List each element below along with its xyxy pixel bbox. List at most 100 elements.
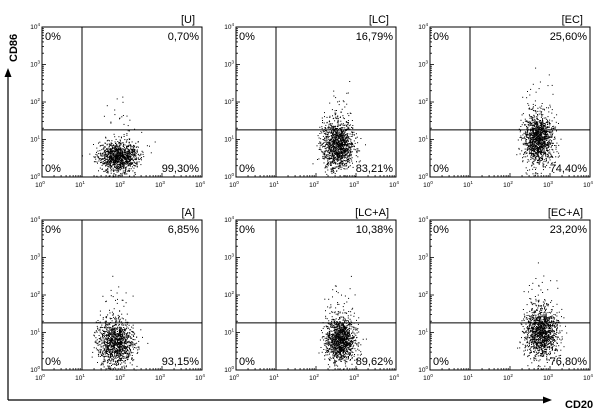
event-dot: [530, 108, 532, 110]
event-dot: [347, 161, 349, 163]
event-dot: [545, 158, 547, 160]
event-dot: [556, 151, 558, 153]
event-dot: [323, 139, 324, 141]
event-dot: [132, 170, 134, 172]
event-dot: [332, 134, 333, 136]
event-dot: [119, 153, 121, 155]
event-dot: [540, 138, 542, 140]
event-dot: [115, 328, 117, 330]
event-dot: [111, 154, 112, 156]
event-dot: [534, 156, 536, 158]
event-dot: [113, 146, 115, 148]
event-dot: [99, 167, 101, 169]
event-dot: [327, 137, 329, 139]
event-dot: [529, 107, 530, 109]
event-dot: [538, 163, 540, 165]
event-dot: [529, 138, 531, 140]
event-dot: [123, 361, 125, 363]
event-dot: [331, 151, 333, 153]
event-dot: [330, 143, 332, 145]
event-dot: [524, 148, 526, 150]
event-dot: [127, 154, 128, 156]
event-dot: [140, 157, 142, 159]
event-dot: [538, 157, 540, 159]
event-dot: [105, 335, 107, 336]
event-dot: [114, 141, 116, 143]
event-dot: [105, 323, 107, 325]
event-dot: [359, 150, 361, 152]
event-dot: [529, 148, 531, 150]
event-dot: [520, 137, 522, 138]
event-dot: [538, 140, 539, 142]
event-dot: [534, 142, 536, 144]
event-dot: [530, 152, 532, 154]
event-dot: [329, 138, 331, 140]
event-dot: [327, 163, 328, 165]
event-dot: [99, 352, 101, 354]
event-dot: [116, 159, 118, 161]
event-dot: [110, 170, 112, 172]
event-dot: [136, 158, 138, 160]
event-dot: [534, 125, 536, 127]
event-dot: [343, 133, 345, 134]
event-dot: [114, 136, 116, 138]
event-dot: [124, 333, 126, 335]
event-dot: [529, 142, 531, 144]
event-dot: [544, 143, 546, 145]
event-dot: [344, 175, 346, 177]
event-dot: [134, 154, 136, 156]
event-dot: [135, 154, 137, 156]
event-dot: [114, 145, 116, 147]
event-dot: [525, 156, 527, 158]
event-dot: [532, 147, 534, 149]
event-dot: [321, 151, 323, 153]
event-dot: [103, 150, 105, 152]
event-dot: [105, 136, 107, 138]
event-dot: [107, 157, 109, 159]
event-dot: [529, 138, 531, 139]
event-dot: [110, 342, 112, 344]
event-dot: [331, 130, 333, 132]
event-dot: [114, 353, 115, 355]
event-dot: [546, 136, 548, 138]
event-dot: [331, 156, 333, 158]
event-dot: [554, 164, 556, 166]
event-dot: [110, 121, 112, 123]
event-dot: [119, 337, 121, 339]
event-dot: [103, 158, 105, 160]
event-dot: [328, 138, 330, 140]
event-dot: [115, 149, 117, 151]
event-dot: [131, 146, 133, 148]
event-dot: [114, 350, 116, 352]
event-dot: [130, 152, 132, 154]
event-dot: [337, 154, 338, 156]
event-dot: [525, 134, 527, 136]
event-dot: [136, 162, 138, 164]
event-dot: [346, 157, 348, 159]
event-dot: [535, 123, 537, 125]
event-dot: [355, 137, 357, 139]
event-dot: [123, 162, 124, 164]
event-dot: [124, 167, 126, 169]
event-dot: [535, 111, 537, 112]
event-dot: [551, 162, 552, 164]
event-dot: [136, 166, 138, 168]
event-dot: [334, 143, 335, 145]
event-dot: [126, 346, 128, 347]
event-dot: [342, 154, 343, 156]
event-dot: [555, 156, 557, 158]
event-dot: [544, 127, 546, 129]
event-dot: [125, 149, 127, 151]
event-dot: [123, 166, 124, 168]
event-dot: [533, 115, 535, 117]
event-dot: [344, 142, 346, 144]
event-dot: [540, 126, 542, 128]
event-dot: [539, 123, 541, 124]
event-dot: [108, 160, 110, 162]
event-dot: [535, 141, 537, 143]
event-dot: [326, 130, 327, 132]
event-dot: [330, 164, 332, 166]
event-dot: [112, 336, 114, 338]
event-dot: [116, 302, 118, 304]
